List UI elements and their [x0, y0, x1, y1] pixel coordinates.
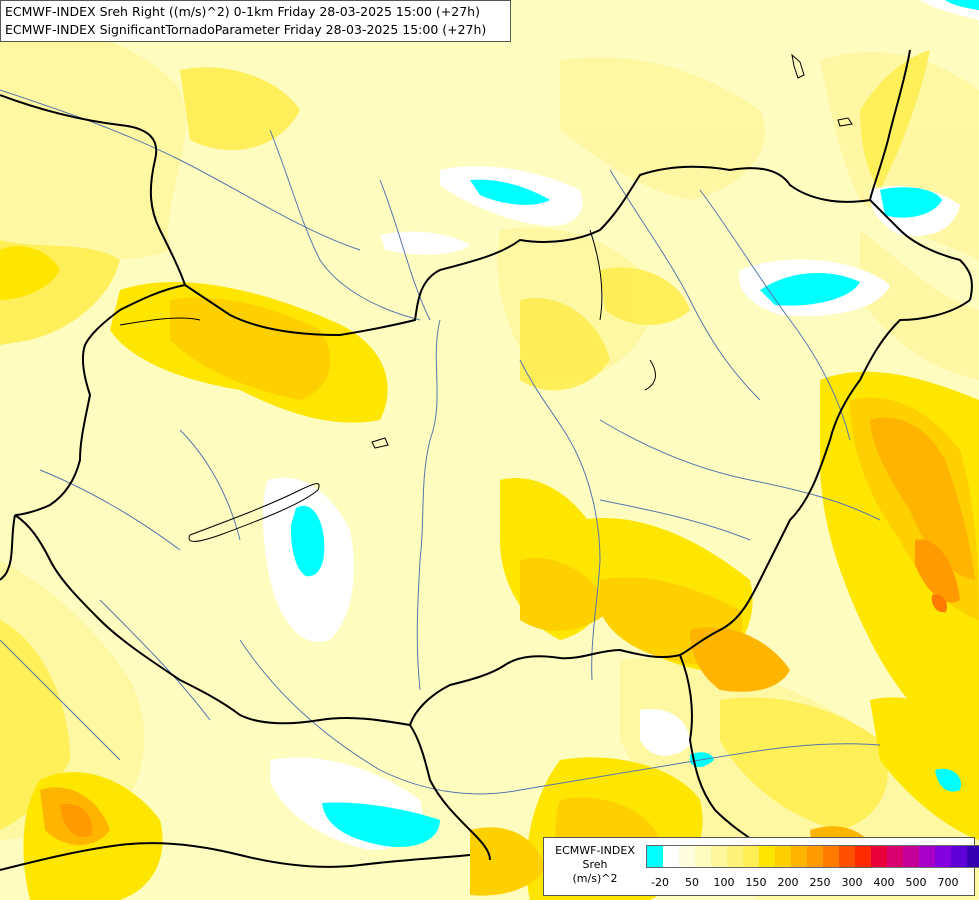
legend-tick-label: 400	[873, 876, 895, 889]
map-title-box: ECMWF-INDEX Sreh Right ((m/s)^2) 0-1km F…	[0, 0, 511, 42]
legend-swatch	[711, 846, 727, 867]
legend-title-line-3: (m/s)^2	[572, 872, 618, 885]
legend-swatch	[679, 846, 695, 867]
legend-swatch	[663, 846, 679, 867]
legend-tick-label: 700	[937, 876, 959, 889]
rivers	[0, 89, 881, 795]
legend-swatch	[743, 846, 759, 867]
legend-title-line-2: Sreh	[582, 858, 608, 871]
lakes	[188, 53, 853, 542]
legend-swatch	[807, 846, 823, 867]
legend-swatches	[646, 845, 979, 868]
legend-swatch	[775, 846, 791, 867]
shade-cyan	[290, 0, 979, 848]
country-borders	[0, 49, 973, 871]
legend-tick-label: 150	[745, 876, 767, 889]
legend-swatch	[647, 846, 663, 867]
shade-dark-orange	[60, 539, 960, 837]
legend-swatch	[951, 846, 967, 867]
legend-tick-label: 200	[777, 876, 799, 889]
legend-tick-label: 300	[841, 876, 863, 889]
legend-tick-label: -20	[651, 876, 669, 889]
legend-tick-label: 250	[809, 876, 831, 889]
legend-title: ECMWF-INDEX Sreh (m/s)^2	[548, 844, 642, 886]
legend-swatch	[839, 846, 855, 867]
legend-tick-label: 50	[685, 876, 699, 889]
legend-swatch	[887, 846, 903, 867]
legend-tick-label: 500	[905, 876, 927, 889]
legend-swatch	[727, 846, 743, 867]
region-borders	[119, 229, 656, 391]
legend-tick-label: 100	[713, 876, 735, 889]
title-line-2: ECMWF-INDEX SignificantTornadoParameter …	[5, 22, 487, 37]
legend-swatch	[695, 846, 711, 867]
legend-swatch	[871, 846, 887, 867]
legend-swatch	[759, 846, 775, 867]
legend-title-line-1: ECMWF-INDEX	[555, 844, 635, 857]
legend-swatch	[791, 846, 807, 867]
legend-swatch	[919, 846, 935, 867]
legend-labels: -20 50 100 150 200 250 300 400 500 700	[646, 876, 976, 890]
legend-swatch	[967, 846, 979, 867]
shade-red-orange	[931, 594, 948, 613]
legend-swatch	[903, 846, 919, 867]
legend-swatch	[823, 846, 839, 867]
color-legend: ECMWF-INDEX Sreh (m/s)^2 -20 50 100 150 200 2…	[543, 837, 979, 896]
legend-swatch	[935, 846, 951, 867]
legend-swatch	[855, 846, 871, 867]
title-line-1: ECMWF-INDEX Sreh Right ((m/s)^2) 0-1km F…	[5, 4, 480, 19]
